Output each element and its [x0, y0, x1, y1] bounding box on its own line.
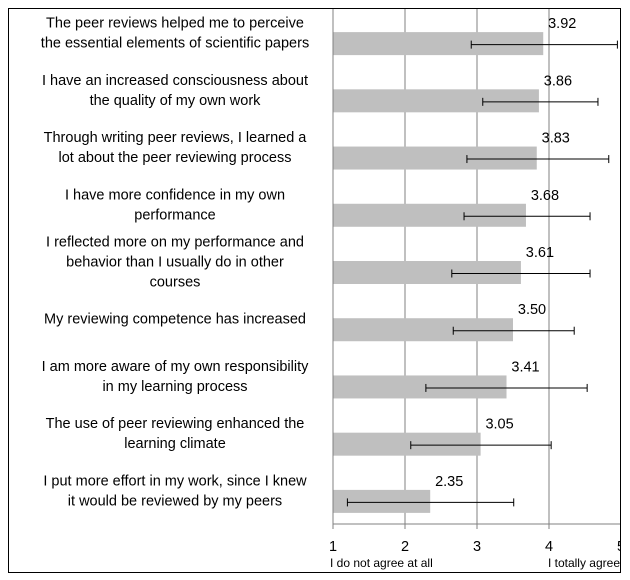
x-tick-label: 3 [473, 539, 481, 555]
category-label: courses [150, 275, 201, 291]
bar [333, 318, 513, 342]
category-label: My reviewing competence has increased [44, 312, 306, 328]
category-label: I am more aware of my own responsibility [42, 359, 309, 375]
x-axis-right-note: I totally agree [548, 556, 620, 570]
data-label: 3.83 [542, 131, 570, 147]
x-axis-left-note: I do not agree at all [330, 556, 433, 570]
chart-frame: 3.92 The peer reviews helped me to percei… [8, 8, 621, 573]
bar [333, 261, 521, 284]
bar [333, 146, 537, 170]
data-label: 3.86 [544, 73, 572, 89]
category-label: performance [134, 207, 215, 223]
category-label: I reflected more on my performance and [46, 235, 304, 251]
data-label: 3.05 [485, 417, 513, 433]
bar [333, 375, 507, 399]
category-label: behavior than I usually do in other [66, 255, 284, 271]
category-label: Through writing peer reviews, I learned … [44, 130, 308, 146]
bar [333, 32, 544, 56]
bar [333, 432, 481, 456]
x-tick-label: 1 [329, 539, 337, 555]
data-label: 3.92 [548, 16, 576, 32]
x-tick-label: 4 [545, 539, 553, 555]
category-label: I have an increased consciousness about [42, 73, 308, 89]
bar [333, 89, 539, 113]
data-label: 3.41 [511, 359, 539, 375]
category-label: the essential elements of scientific pap… [41, 36, 309, 52]
category-label: in my learning process [102, 379, 247, 395]
category-label: I put more effort in my work, since I kn… [43, 473, 307, 489]
bar [333, 203, 526, 227]
bar [333, 489, 431, 513]
category-label: I have more confidence in my own [65, 187, 285, 203]
data-label: 3.68 [531, 188, 559, 204]
category-label: The use of peer reviewing enhanced the [46, 416, 305, 432]
data-label: 3.61 [526, 245, 554, 261]
category-label: the quality of my own work [90, 93, 262, 109]
data-label: 2.35 [435, 474, 463, 490]
category-label: it would be reviewed by my peers [68, 493, 282, 509]
category-label: learning climate [124, 436, 226, 452]
category-label: The peer reviews helped me to perceive [46, 16, 304, 32]
x-tick-label: 5 [617, 539, 620, 555]
category-label: lot about the peer reviewing process [59, 150, 292, 166]
bar-chart: 3.92 The peer reviews helped me to percei… [41, 9, 620, 570]
data-label: 3.50 [518, 302, 546, 318]
x-tick-label: 2 [401, 539, 409, 555]
